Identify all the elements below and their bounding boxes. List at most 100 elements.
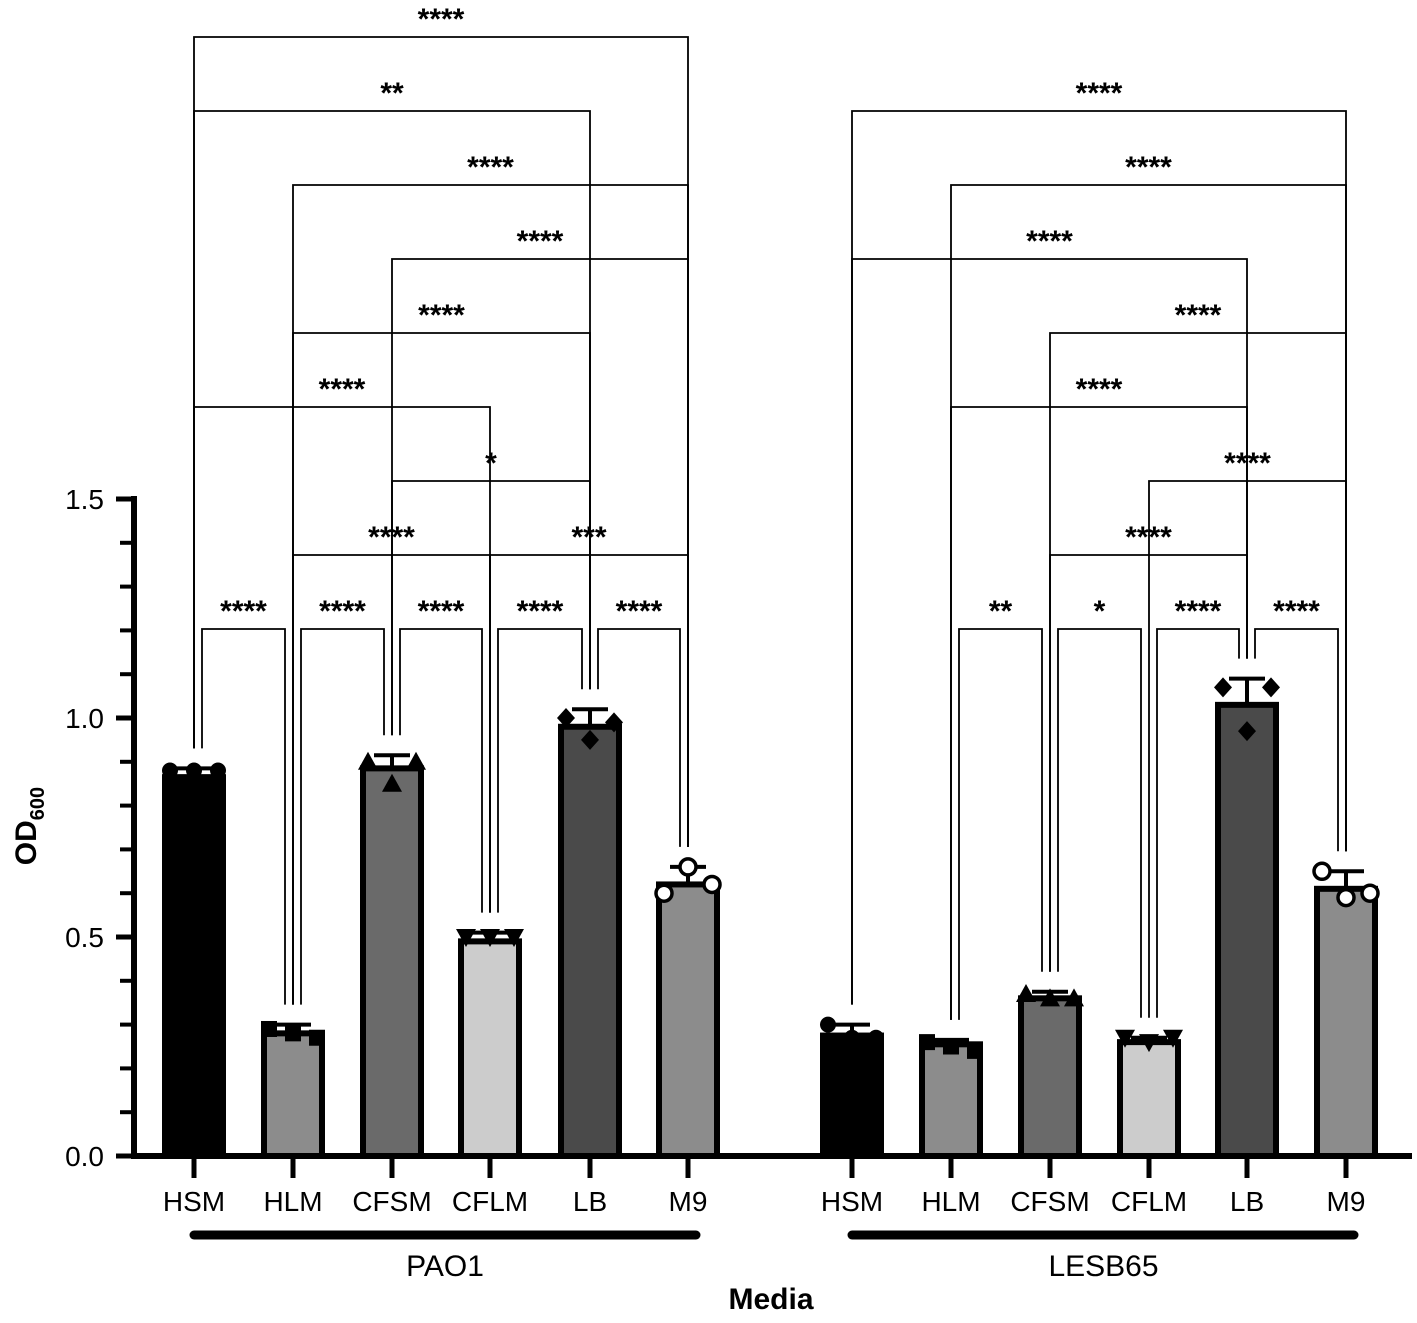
data-point <box>1115 1029 1135 1048</box>
bracket-PAO1-HSM-HLM: **** <box>201 595 286 1005</box>
x-tick-labels: HSM HLM CFSM CFLM LB M9 PAO1 HSM HLM CFSM CFLM LB M9… <box>163 1186 1366 1283</box>
data-point <box>309 1029 325 1046</box>
data-point <box>480 929 500 947</box>
significance-label: * <box>485 447 497 480</box>
significance-label: **** <box>418 595 465 628</box>
data-point <box>654 883 674 903</box>
data-point <box>581 729 599 750</box>
data-point <box>967 1042 983 1059</box>
bracket-LESB65-LB-M9: **** <box>1254 595 1339 852</box>
x-tick-label: M9 <box>1327 1186 1366 1217</box>
significance-label: **** <box>319 373 366 406</box>
significance-label: **** <box>220 595 267 628</box>
data-point <box>1312 861 1332 882</box>
significance-label: ** <box>380 77 404 110</box>
data-point <box>1064 988 1084 1007</box>
data-point <box>285 1025 301 1042</box>
data-point <box>1214 677 1232 698</box>
bracket-PAO1-HSM-M9: **** <box>193 3 689 847</box>
bracket-LESB65-HSM-M9: **** <box>851 77 1347 1005</box>
significance-label: **** <box>467 151 514 184</box>
significance-label: **** <box>517 595 564 628</box>
bar <box>656 881 720 1159</box>
bar-PAO1-CFLM <box>456 929 524 1159</box>
x-tick-label: CFLM <box>452 1186 528 1217</box>
y-axis-title: OD600 <box>10 787 49 865</box>
bar <box>1215 701 1279 1159</box>
y-axis-title-subscript: 600 <box>27 787 49 820</box>
significance-label: * <box>1094 595 1106 628</box>
significance-label: **** <box>418 299 465 332</box>
data-point <box>210 762 226 779</box>
data-point <box>1360 883 1380 903</box>
bracket-PAO1-HSM-CFLM: **** <box>193 373 491 913</box>
bar-PAO1-HLM <box>261 1020 325 1159</box>
data-point <box>1336 887 1356 908</box>
bar <box>261 1030 325 1159</box>
bar <box>820 1032 884 1160</box>
data-point <box>456 929 476 947</box>
x-tick-label: HLM <box>921 1186 980 1217</box>
data-point <box>1016 983 1036 1002</box>
significance-label: **** <box>1125 151 1172 184</box>
bracket-PAO1-CFSM-CFLM: **** <box>399 595 483 913</box>
data-point <box>678 857 698 877</box>
bracket-line <box>851 110 1347 1005</box>
x-tick-label: CFLM <box>1111 1186 1187 1217</box>
data-point <box>261 1020 277 1037</box>
significance-label: **** <box>1175 299 1222 332</box>
bracket-LESB65-HLM-LB: **** <box>950 373 1248 1020</box>
data-point <box>406 751 426 770</box>
bracket-line <box>950 406 1248 1020</box>
significance-label: **** <box>1076 77 1123 110</box>
significance-label: **** <box>1076 373 1123 406</box>
data-point <box>382 773 402 792</box>
bar-LESB65-CFLM <box>1115 1029 1183 1159</box>
bar <box>919 1041 983 1160</box>
x-tick-label: M9 <box>669 1186 708 1217</box>
y-tick-label: 1.0 <box>65 703 104 734</box>
group-label: LESB65 <box>1048 1250 1158 1283</box>
bar-LESB65-LB <box>1214 676 1280 1159</box>
data-point <box>943 1038 959 1055</box>
bar-LESB65-CFSM <box>1016 983 1084 1159</box>
bar <box>360 765 424 1159</box>
bracket-line <box>201 628 286 1005</box>
data-point <box>820 1016 836 1033</box>
data-point <box>1040 988 1060 1007</box>
bracket-line <box>1049 332 1347 972</box>
bar-LESB65-M9 <box>1312 861 1380 1159</box>
x-tick-label: LB <box>1230 1186 1264 1217</box>
bar-PAO1-CFSM <box>358 751 426 1159</box>
bars <box>162 676 1380 1160</box>
bar-PAO1-HSM <box>162 762 226 1159</box>
bracket-LESB65-CFSM-CFLM: * <box>1057 595 1142 1018</box>
x-tick-label: HSM <box>163 1186 225 1217</box>
bracket-PAO1-CFLM-LB: **** <box>497 595 583 913</box>
bar <box>1314 885 1378 1159</box>
data-point <box>557 708 575 728</box>
bracket-line <box>300 628 385 1005</box>
x-axis-title: Media <box>728 1283 813 1316</box>
bar <box>1117 1039 1181 1159</box>
bracket-line <box>1057 628 1142 1018</box>
x-tick-label: HLM <box>263 1186 322 1217</box>
bar-PAO1-M9 <box>654 857 722 1159</box>
bar <box>458 938 522 1159</box>
bracket-line <box>399 628 483 913</box>
data-point <box>844 1029 860 1046</box>
y-tick-label: 1.5 <box>65 484 104 515</box>
significance-label: **** <box>319 595 366 628</box>
data-point <box>1238 721 1256 742</box>
x-tick-label: CFSM <box>1010 1186 1089 1217</box>
bar <box>1018 995 1082 1159</box>
data-point <box>1163 1029 1183 1048</box>
bar-LESB65-HSM <box>820 1016 884 1160</box>
significance-label: **** <box>1175 595 1222 628</box>
significance-label: **** <box>1273 595 1320 628</box>
bracket-line <box>391 258 689 847</box>
bracket-line <box>1254 628 1339 852</box>
x-tick-label: CFSM <box>352 1186 431 1217</box>
group-label: PAO1 <box>406 1250 484 1283</box>
bracket-PAO1-LB-M9: **** <box>597 595 681 847</box>
